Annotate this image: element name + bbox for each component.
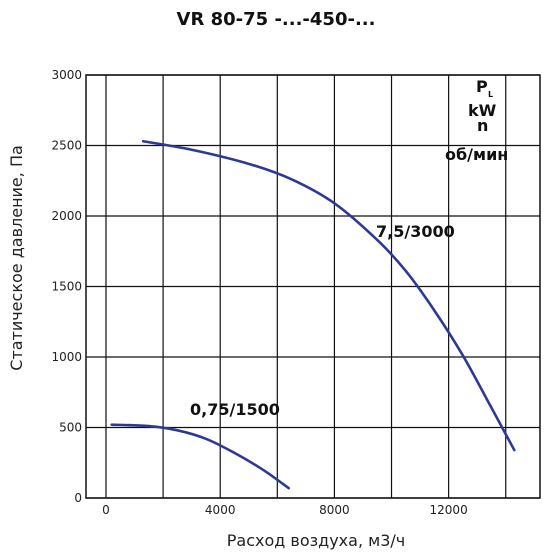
y-tick-label: 0	[74, 491, 82, 505]
y-tick-label: 2000	[51, 209, 82, 223]
y-tick-label: 2500	[51, 139, 82, 153]
legend-line: kW	[468, 101, 497, 120]
y-tick-label: 3000	[51, 68, 82, 82]
legend-subscript: L	[488, 90, 493, 99]
x-tick-label: 4000	[205, 503, 236, 517]
chart-title: VR 80-75 -...-450-...	[177, 9, 376, 30]
x-tick-label: 12000	[430, 503, 468, 517]
x-tick-label: 0	[102, 503, 110, 517]
y-tick-label: 1000	[51, 350, 82, 364]
legend-line: об/мин	[445, 145, 508, 164]
y-tick-label: 1500	[51, 280, 82, 294]
legend-line: n	[477, 116, 488, 135]
series-label: 7,5/3000	[376, 222, 455, 241]
series-line-high-speed	[141, 139, 516, 452]
grid	[85, 74, 541, 499]
x-axis-label: Расход воздуха, м3/ч	[227, 531, 405, 550]
x-tick-label: 8000	[319, 503, 350, 517]
y-tick-label: 500	[59, 421, 82, 435]
tick-labels: 0 500 1000 1500 2000 2500 3000 0 4000 8000 12000	[51, 68, 467, 517]
plot-frame	[85, 74, 541, 499]
y-axis-label: Статическое давление, Па	[7, 145, 26, 371]
legend-line: P	[476, 77, 488, 96]
series-label: 0,75/1500	[190, 400, 280, 419]
series-labels: 7,5/3000 0,75/1500	[190, 222, 455, 419]
series-layer	[110, 139, 516, 490]
series-line-low-speed	[110, 423, 291, 490]
